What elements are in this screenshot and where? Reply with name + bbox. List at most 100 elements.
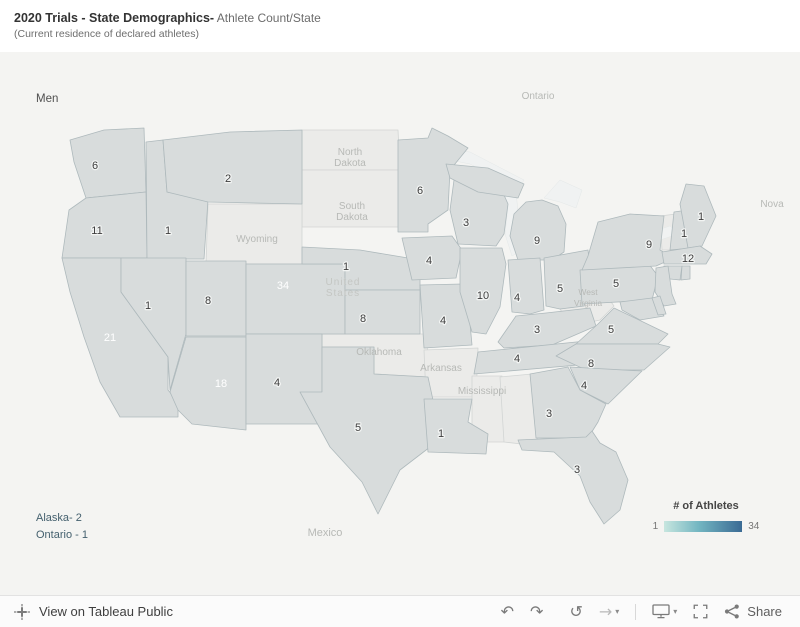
state-value-label: 8	[588, 358, 594, 370]
title-bold: 2020 Trials - State Demographics-	[14, 11, 215, 25]
reset-icon: ↺	[569, 601, 583, 621]
share-label: Share	[747, 604, 782, 619]
state-value-label: 9	[646, 239, 652, 251]
state-nevada[interactable]	[120, 257, 187, 391]
redo-icon: ↷	[530, 601, 544, 621]
view-on-tableau-public-link[interactable]: View on Tableau Public	[14, 603, 173, 620]
state-value-label: 5	[613, 278, 619, 290]
undo-icon: ↶	[500, 601, 515, 621]
forward-icon: →	[598, 601, 613, 621]
state-value-label: 5	[557, 283, 563, 295]
state-value-label: 1	[165, 225, 171, 237]
state-delaware[interactable]	[651, 295, 667, 316]
toolbar-separator	[635, 603, 637, 620]
map-label-oklahoma: Oklahoma	[356, 347, 402, 358]
forward-button[interactable]: → ▾	[598, 601, 620, 621]
map-label-ontario: Ontario	[522, 91, 555, 102]
state-indiana[interactable]	[507, 257, 545, 315]
state-value-label: 21	[104, 332, 116, 344]
pane-label-men: Men	[36, 93, 58, 105]
annotation-alaska: Alaska- 2	[36, 512, 82, 524]
fullscreen-button[interactable]	[693, 604, 708, 619]
state-value-label: 1	[343, 261, 349, 273]
state-value-label: 6	[92, 160, 98, 172]
state-value-label: 5	[608, 324, 614, 336]
state-kentucky[interactable]	[497, 307, 597, 349]
redo-button[interactable]: ↷	[530, 601, 544, 621]
share-icon	[725, 604, 740, 619]
state-value-label: 1	[681, 228, 687, 240]
state-value-label: 1	[438, 428, 444, 440]
undo-button[interactable]: ↶	[500, 601, 515, 621]
state-value-label: 3	[574, 464, 580, 476]
state-value-label: 4	[581, 380, 587, 392]
legend-min-label: 1	[652, 521, 659, 532]
map-label-west-virginia: West Virginia	[574, 287, 602, 308]
state-illinois[interactable]	[459, 247, 507, 335]
download-device-icon	[652, 604, 670, 619]
legend-gradient-bar	[664, 521, 743, 532]
state-massachusetts[interactable]	[661, 245, 713, 265]
state-oregon[interactable]	[61, 191, 148, 259]
state-utah[interactable]	[185, 260, 247, 337]
state-value-label: 10	[477, 290, 489, 302]
state-value-label: 4	[426, 255, 432, 267]
state-south-carolina[interactable]	[569, 366, 643, 405]
map-label-arkansas: Arkansas	[420, 363, 462, 374]
tableau-logo-icon	[14, 603, 30, 620]
state-colorado[interactable]	[245, 263, 346, 335]
state-value-label: 18	[215, 378, 227, 390]
state-iowa[interactable]	[401, 235, 463, 281]
state-washington[interactable]	[69, 127, 147, 199]
map-label-united-states: United States	[326, 277, 361, 299]
state-ohio[interactable]	[543, 249, 593, 310]
caret-down-icon: ▾	[673, 606, 678, 616]
state-texas[interactable]	[299, 346, 437, 515]
state-florida[interactable]	[517, 430, 629, 525]
view-on-tableau-public-label: View on Tableau Public	[39, 604, 173, 619]
map-label-south-dakota: South Dakota	[336, 201, 368, 223]
state-value-label: 5	[355, 422, 361, 434]
legend-title: # of Athletes	[673, 500, 739, 512]
title-light: Athlete Count/State	[214, 11, 321, 25]
state-michigan-upper-peninsula[interactable]	[445, 163, 525, 199]
map-label-north-dakota: North Dakota	[334, 147, 366, 169]
state-louisiana[interactable]	[423, 398, 489, 455]
map-label-nova-scotia: Nova	[760, 199, 784, 210]
page-subtitle: (Current residence of declared athletes)	[14, 28, 200, 40]
state-value-label: 1	[145, 300, 151, 312]
reset-button[interactable]: ↺	[569, 601, 583, 621]
map-canvas[interactable]: Men Ontario North Dakota South Dakota Wyom…	[0, 52, 800, 595]
state-value-label: 8	[360, 313, 366, 325]
state-value-label: 4	[514, 292, 520, 304]
map-label-mexico: Mexico	[308, 527, 343, 539]
state-montana[interactable]	[162, 129, 303, 205]
state-value-label: 4	[274, 377, 280, 389]
state-value-label: 9	[534, 235, 540, 247]
state-north-carolina[interactable]	[555, 343, 671, 371]
state-value-label: 4	[514, 353, 520, 365]
state-value-label: 8	[205, 295, 211, 307]
state-michigan[interactable]	[509, 199, 567, 261]
state-value-label: 3	[534, 324, 540, 336]
map-label-wyoming: Wyoming	[236, 234, 278, 245]
annotation-ontario: Ontario - 1	[36, 529, 88, 541]
state-value-label: 3	[463, 217, 469, 229]
share-button[interactable]: Share	[724, 604, 782, 619]
state-value-label: 34	[277, 280, 289, 292]
state-georgia[interactable]	[529, 366, 607, 439]
state-new-york[interactable]	[581, 213, 675, 271]
lake-huron	[543, 179, 583, 209]
page-title: 2020 Trials - State Demographics- Athlet…	[14, 11, 800, 25]
us-choropleth-map[interactable]: Men Ontario North Dakota South Dakota Wyom…	[0, 52, 800, 595]
state-value-label: 12	[682, 253, 694, 265]
caret-down-icon: ▾	[615, 606, 620, 616]
state-value-label: 6	[417, 185, 423, 197]
state-value-label: 2	[225, 173, 231, 185]
state-rhode-island[interactable]	[680, 265, 691, 281]
download-button[interactable]: ▾	[652, 604, 677, 619]
state-value-label: 1	[698, 211, 704, 223]
color-legend: # of Athletes 1 34	[645, 500, 767, 532]
state-kansas[interactable]	[344, 289, 421, 335]
